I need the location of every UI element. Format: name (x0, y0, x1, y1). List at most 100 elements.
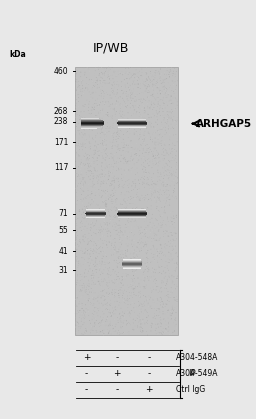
Point (147, 223, 151, 230)
Point (79, 86, 83, 93)
Point (97, 281, 101, 287)
Point (111, 82, 115, 88)
Point (78, 197, 82, 204)
Point (126, 71, 130, 78)
Point (128, 161, 132, 168)
Point (117, 208, 121, 215)
Point (143, 158, 147, 164)
Point (169, 121, 173, 127)
Point (170, 215, 174, 221)
Point (169, 146, 174, 153)
Point (103, 301, 107, 308)
Point (75, 267, 79, 274)
Point (109, 206, 113, 213)
Point (166, 158, 170, 165)
Point (74, 257, 79, 264)
Point (82, 65, 86, 71)
Point (86, 86, 90, 93)
Point (165, 264, 169, 270)
Point (82, 174, 86, 181)
Point (157, 70, 162, 77)
Point (153, 189, 157, 196)
Point (139, 314, 143, 321)
Point (97, 110, 101, 116)
Point (158, 331, 162, 337)
Point (74, 229, 78, 236)
Point (96, 97, 100, 103)
Point (111, 303, 115, 310)
Point (112, 178, 116, 184)
Point (138, 85, 142, 92)
Point (116, 222, 120, 229)
Point (111, 236, 115, 243)
Point (140, 318, 144, 325)
Point (163, 283, 167, 290)
Point (147, 75, 152, 82)
Point (77, 323, 81, 330)
Point (158, 219, 163, 226)
Point (86, 107, 90, 114)
Point (165, 86, 169, 93)
Point (140, 173, 144, 179)
Point (113, 113, 118, 120)
Point (163, 71, 167, 78)
Point (140, 206, 144, 213)
Point (118, 70, 122, 77)
Point (145, 318, 150, 324)
Point (147, 114, 151, 121)
FancyBboxPatch shape (81, 126, 102, 127)
Point (87, 282, 91, 289)
Point (102, 148, 106, 155)
Point (125, 96, 129, 102)
Point (146, 81, 150, 88)
Point (142, 243, 146, 249)
Point (163, 253, 167, 259)
Point (155, 204, 159, 211)
Point (143, 134, 147, 141)
Point (117, 311, 121, 318)
Point (131, 186, 135, 193)
FancyBboxPatch shape (86, 216, 105, 217)
Point (174, 266, 178, 272)
Point (121, 272, 125, 278)
Point (89, 163, 93, 170)
Point (161, 145, 165, 152)
Point (77, 309, 81, 316)
Point (82, 273, 87, 280)
Point (76, 91, 80, 98)
Point (169, 93, 173, 100)
Text: -: - (85, 369, 88, 378)
Point (137, 180, 141, 186)
Point (141, 74, 145, 80)
Point (89, 320, 93, 326)
Point (97, 100, 101, 106)
Point (98, 292, 102, 298)
Point (97, 251, 101, 257)
Point (93, 211, 97, 217)
Point (81, 103, 85, 109)
Point (134, 124, 138, 131)
Point (175, 79, 179, 85)
Point (115, 118, 119, 124)
Point (152, 294, 156, 301)
Point (137, 280, 141, 287)
Point (122, 160, 126, 167)
Point (133, 201, 137, 208)
Point (118, 244, 122, 251)
Point (115, 298, 119, 305)
Point (73, 139, 78, 145)
Point (137, 215, 141, 222)
Point (149, 101, 153, 107)
Point (79, 218, 83, 225)
Point (135, 77, 140, 84)
Point (120, 211, 124, 217)
Point (169, 241, 173, 248)
Point (100, 69, 104, 76)
Point (156, 101, 160, 107)
Point (94, 187, 98, 194)
Point (130, 204, 134, 211)
Point (132, 275, 136, 282)
Point (159, 248, 163, 254)
Point (116, 155, 120, 161)
Point (138, 153, 142, 159)
